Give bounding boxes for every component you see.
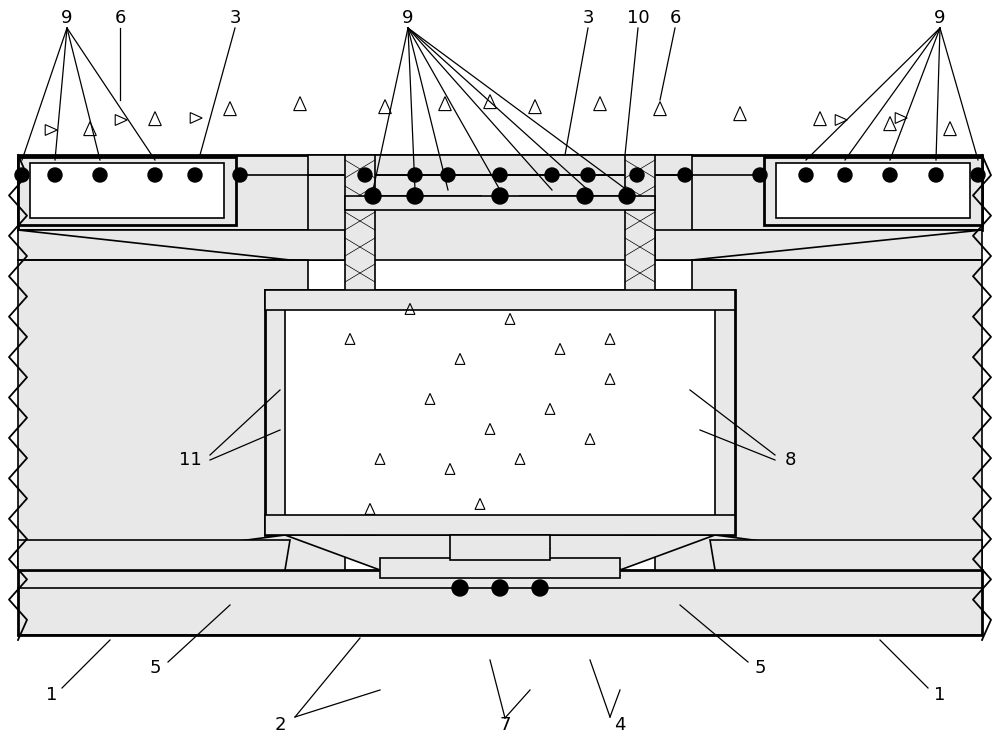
Circle shape [883,168,897,182]
Circle shape [407,188,423,204]
Circle shape [93,168,107,182]
Text: 9: 9 [61,9,73,27]
Circle shape [408,168,422,182]
Bar [18,230,338,260]
Bar [265,290,735,535]
Bar [265,515,735,535]
Bar [30,163,224,218]
Polygon shape [710,540,982,570]
Bar [18,570,982,635]
Polygon shape [18,540,290,570]
Text: 5: 5 [754,659,766,677]
Circle shape [971,168,985,182]
Circle shape [581,168,595,182]
Circle shape [619,188,635,204]
Circle shape [148,168,162,182]
Circle shape [452,580,468,596]
Circle shape [929,168,943,182]
Polygon shape [655,535,982,570]
Circle shape [753,168,767,182]
Text: 9: 9 [934,9,946,27]
Text: 2: 2 [274,716,286,734]
Bar [662,230,982,260]
Bar [764,157,982,225]
Bar [625,155,655,535]
Text: 5: 5 [149,659,161,677]
Circle shape [233,168,247,182]
Text: 6: 6 [114,9,126,27]
Text: 7: 7 [499,716,511,734]
Circle shape [15,168,29,182]
Polygon shape [18,230,345,260]
Text: 3: 3 [229,9,241,27]
Bar [18,157,236,225]
Bar [380,558,620,578]
Text: 9: 9 [402,9,414,27]
Circle shape [492,580,508,596]
Text: 1: 1 [934,686,946,704]
Circle shape [441,168,455,182]
Circle shape [48,168,62,182]
Bar [18,260,308,570]
Polygon shape [285,535,715,570]
Text: 6: 6 [669,9,681,27]
Text: 3: 3 [582,9,594,27]
Text: 4: 4 [614,716,626,734]
Polygon shape [655,230,982,260]
Circle shape [532,580,548,596]
Bar [18,155,982,230]
Circle shape [188,168,202,182]
Circle shape [630,168,644,182]
Polygon shape [18,535,345,570]
Text: 1: 1 [46,686,58,704]
Bar [692,260,982,570]
Text: 10: 10 [627,9,649,27]
Bar [285,305,715,520]
Circle shape [678,168,692,182]
Bar [265,290,735,310]
Bar [776,163,970,218]
Circle shape [799,168,813,182]
Text: 11: 11 [179,451,201,469]
Circle shape [545,168,559,182]
Bar [450,535,550,560]
Circle shape [838,168,852,182]
Circle shape [492,188,508,204]
Circle shape [577,188,593,204]
Text: 8: 8 [784,451,796,469]
Circle shape [493,168,507,182]
Bar [345,196,655,210]
Bar [345,155,375,535]
Circle shape [365,188,381,204]
Circle shape [358,168,372,182]
Bar [308,155,692,260]
